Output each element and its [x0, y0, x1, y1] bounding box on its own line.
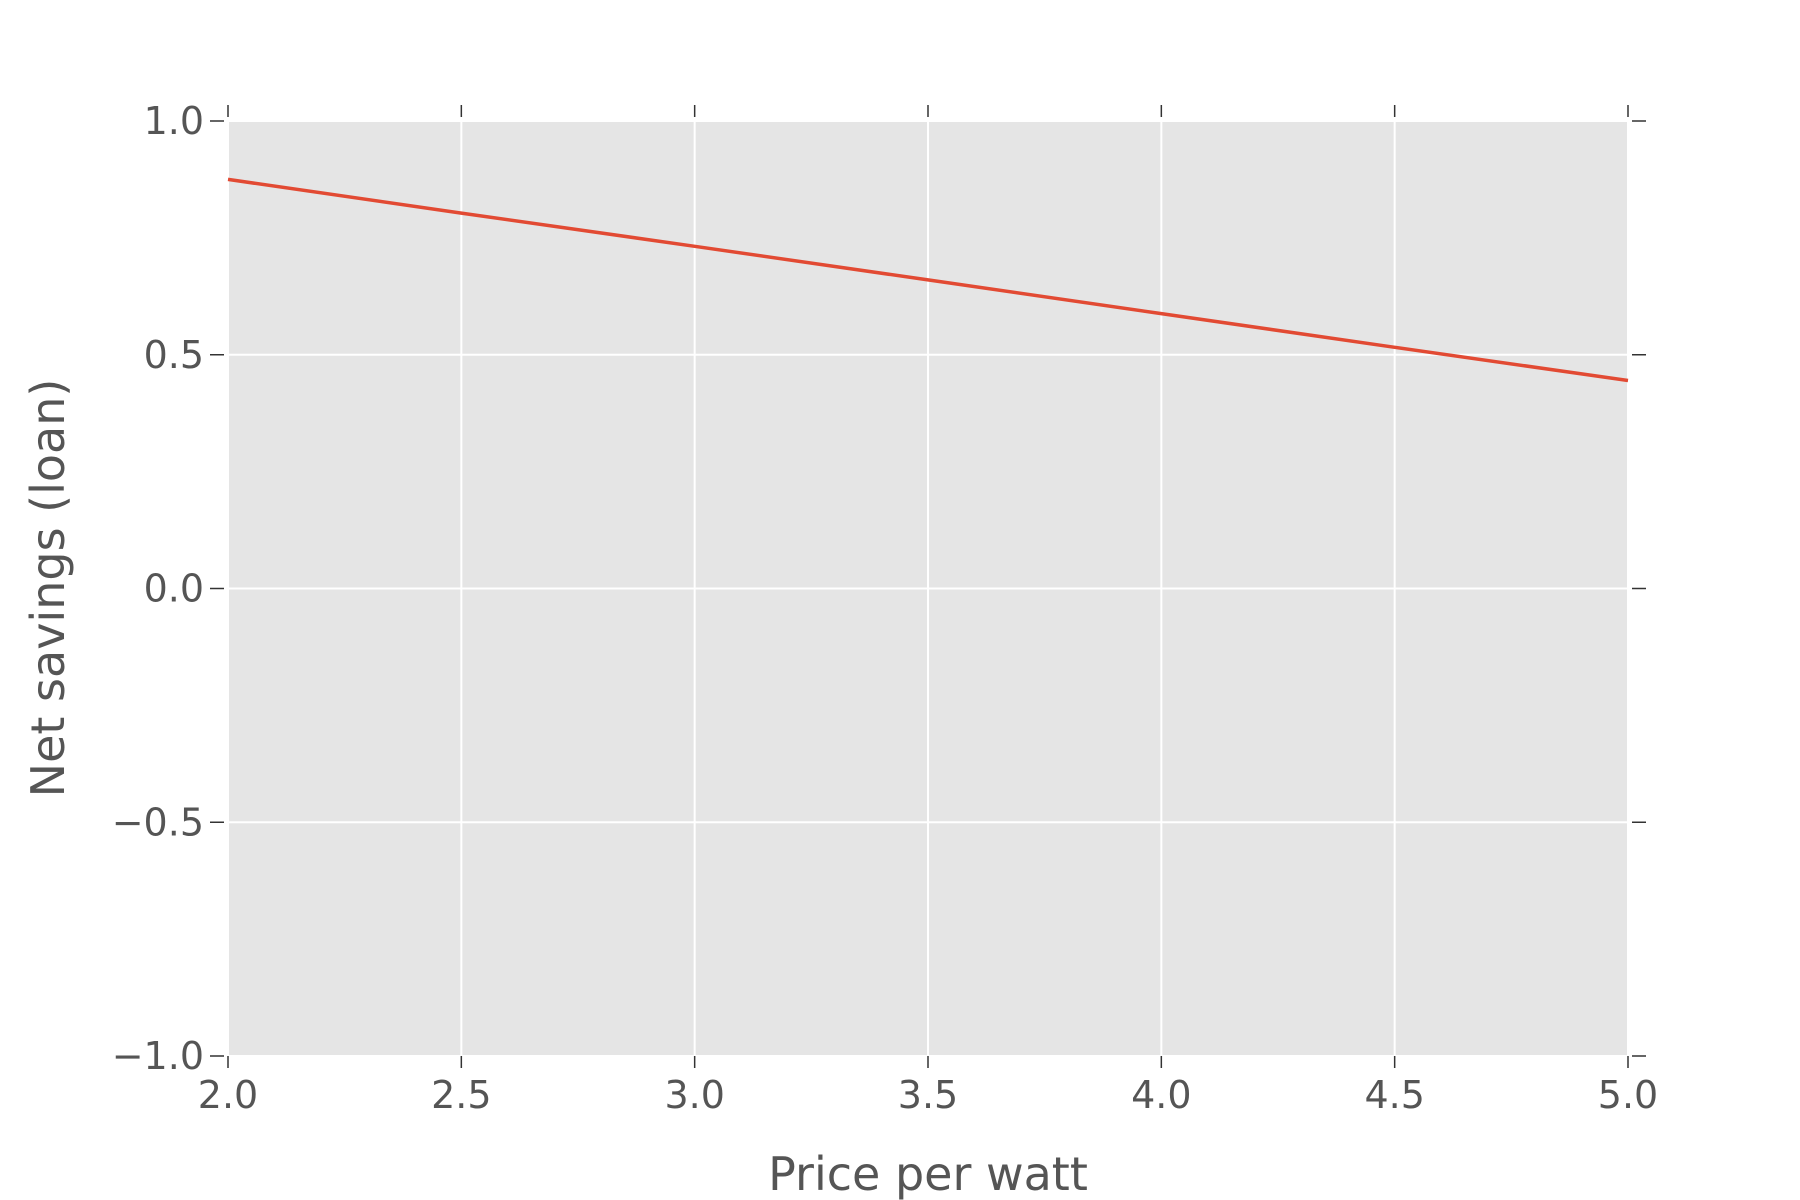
x-tick-label: 3.0 [664, 1073, 724, 1117]
x-tick-label: 4.0 [1131, 1073, 1191, 1117]
series-line-0 [227, 177, 1629, 383]
x-tick-label: 3.5 [898, 1073, 958, 1117]
y-tick-label: 1.0 [144, 99, 204, 143]
y-tick-label: −0.5 [112, 800, 204, 844]
y-tick-label: 0.0 [144, 567, 204, 611]
y-tick-label: −1.0 [112, 1034, 204, 1078]
y-axis-label: Net savings (loan) [21, 379, 75, 798]
series-group [227, 177, 1629, 383]
x-axis-label: Price per watt [768, 1147, 1088, 1200]
axis-ticks [210, 105, 1646, 1068]
y-tick-label: 0.5 [144, 333, 204, 377]
x-tick-label: 2.0 [198, 1073, 258, 1117]
x-tick-label: 5.0 [1598, 1073, 1658, 1117]
x-tick-label: 2.5 [431, 1073, 491, 1117]
x-tick-label: 4.5 [1364, 1073, 1424, 1117]
tick-labels: 2.0 2.5 3.0 3.5 4.0 4.5 5.0 −1.0 −0.5 0.0 0.5 1.0 [112, 99, 1659, 1117]
